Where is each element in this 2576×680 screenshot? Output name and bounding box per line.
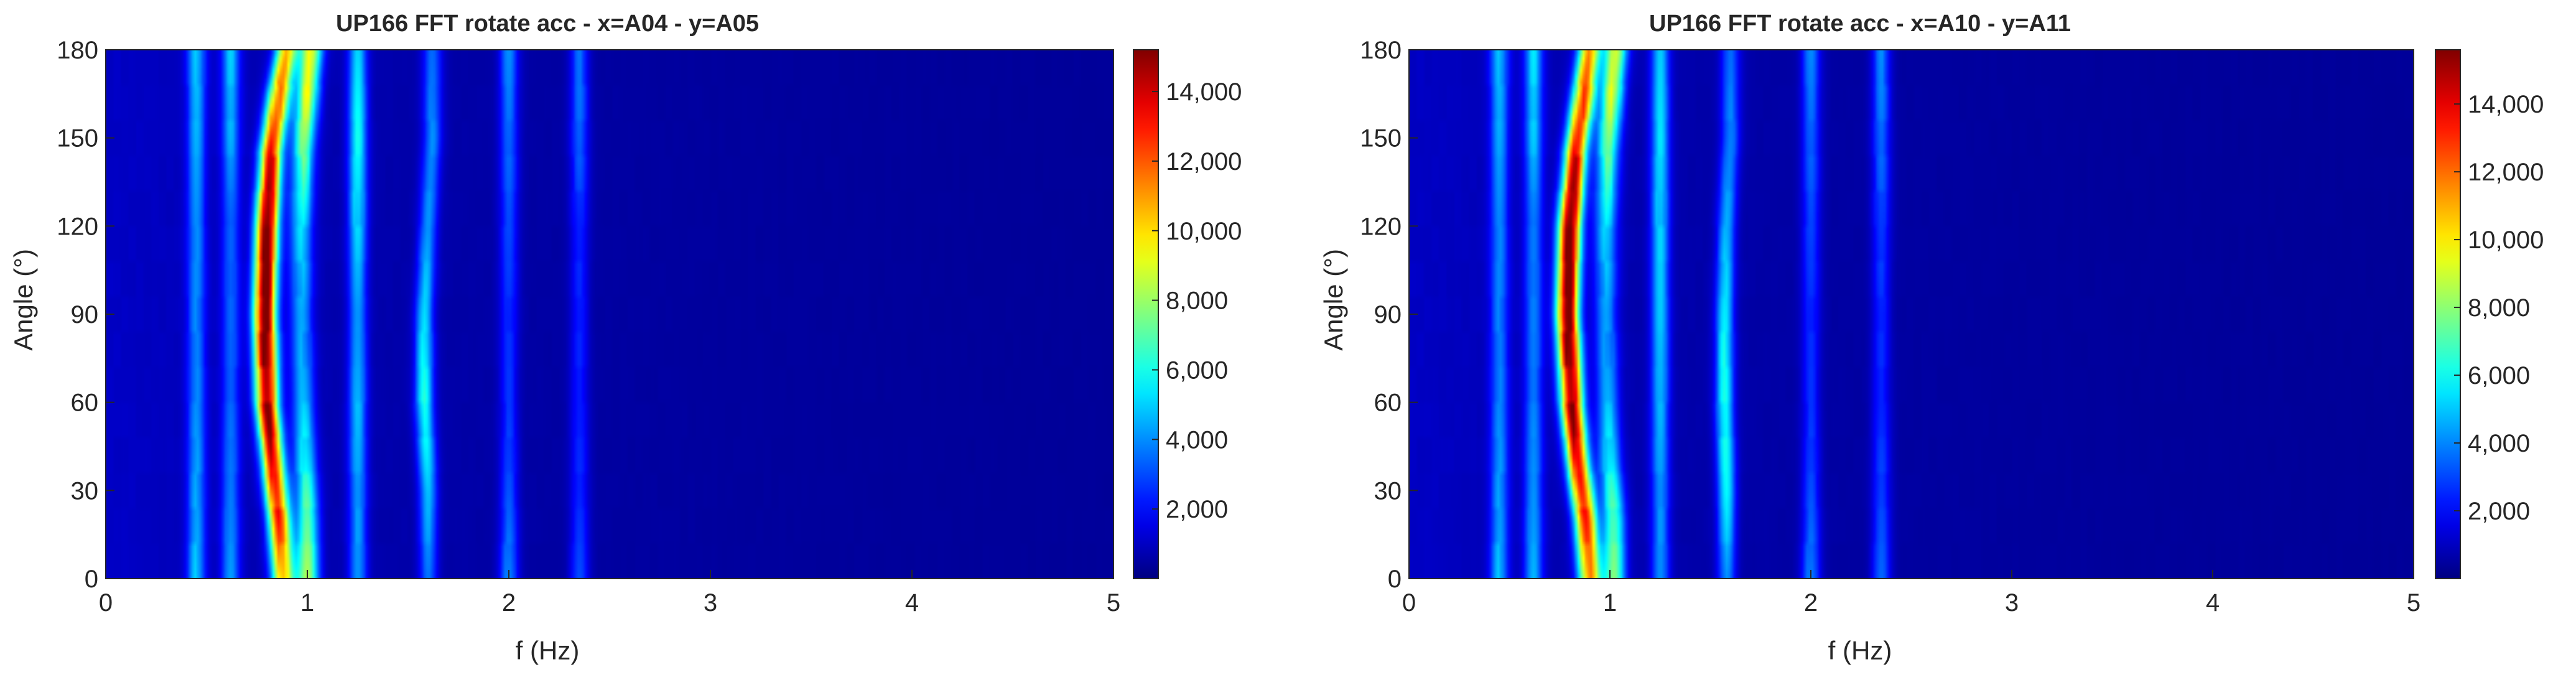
y-tick-label: 150 [1360,125,1402,152]
y-tick-label: 60 [71,389,99,417]
colorbar-tick-label: 2,000 [2468,498,2530,525]
y-tick-label: 90 [71,301,99,328]
y-tick-label: 180 [1360,37,1402,64]
y-tick-label: 30 [1374,477,1402,505]
y-tick-label: 60 [1374,389,1402,417]
x-axis-label: f (Hz) [516,636,580,665]
colorbar-tick-label: 10,000 [2468,226,2544,254]
x-tick-label: 1 [300,589,314,617]
x-tick-label: 5 [2407,589,2420,617]
colorbar [1133,49,1159,579]
heatmap-chart-left: UP166 FFT rotate acc - x=A04 - y=A05 f (… [9,11,1242,665]
y-tick-label: 90 [1374,301,1402,328]
y-axis-label: Angle (°) [9,249,38,351]
x-tick-label: 1 [1603,589,1617,617]
colorbar [2435,49,2461,579]
y-tick-label: 0 [85,566,98,593]
colorbar-tick-label: 14,000 [2468,91,2544,118]
colorbar-tick-label: 10,000 [1166,218,1242,245]
x-tick-label: 4 [905,589,919,617]
x-tick-label: 2 [1804,589,1818,617]
x-tick-label: 3 [2005,589,2019,617]
heatmap-image [1409,50,2414,579]
y-tick-label: 150 [57,125,98,152]
heatmap-chart-right: UP166 FFT rotate acc - x=A10 - y=A11 f (… [1319,11,2544,665]
y-tick-label: 30 [71,477,99,505]
colorbar-tick-label: 6,000 [1166,356,1228,384]
x-tick-label: 0 [1402,589,1416,617]
y-tick-label: 0 [1388,566,1402,593]
y-axis-label: Angle (°) [1319,249,1348,351]
chart-title: UP166 FFT rotate acc - x=A10 - y=A11 [1649,11,2071,37]
heatmap-image [106,50,1114,579]
x-tick-label: 2 [502,589,516,617]
colorbar-tick-label: 6,000 [2468,362,2530,389]
x-axis-label: f (Hz) [1828,636,1892,665]
y-tick-label: 180 [57,37,98,64]
y-tick-label: 120 [1360,213,1402,240]
colorbar-tick-label: 2,000 [1166,496,1228,523]
colorbar-tick-label: 4,000 [2468,430,2530,457]
x-tick-label: 4 [2206,589,2220,617]
x-tick-label: 5 [1107,589,1120,617]
colorbar-tick-label: 12,000 [2468,159,2544,186]
x-tick-label: 3 [704,589,717,617]
chart-title: UP166 FFT rotate acc - x=A04 - y=A05 [336,11,759,37]
colorbar-tick-label: 12,000 [1166,148,1242,175]
y-tick-label: 120 [57,213,98,240]
colorbar-tick-label: 14,000 [1166,78,1242,106]
colorbar-tick-label: 8,000 [2468,294,2530,322]
x-tick-label: 0 [99,589,113,617]
colorbar-tick-label: 8,000 [1166,287,1228,315]
colorbar-tick-label: 4,000 [1166,426,1228,454]
